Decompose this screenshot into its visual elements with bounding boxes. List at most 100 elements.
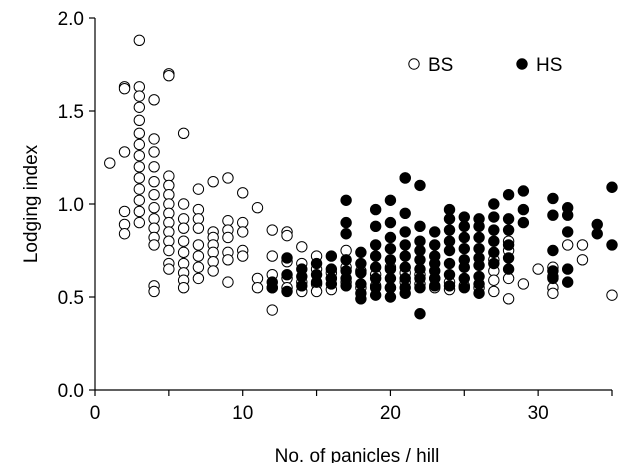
data-point-bs (133, 216, 146, 229)
data-point-hs (517, 185, 530, 197)
data-point-bs (118, 205, 131, 218)
data-point-hs (384, 194, 397, 206)
data-point-hs (340, 228, 352, 240)
data-point-hs (502, 239, 515, 251)
data-point-hs (547, 272, 559, 285)
x-tick-label: 0 (90, 403, 101, 424)
data-point-hs (502, 252, 515, 264)
data-point-hs (473, 231, 485, 244)
data-point-hs (517, 203, 530, 216)
data-point-bs (133, 183, 146, 195)
legend: BS HS (408, 55, 562, 76)
data-point-hs (473, 287, 485, 299)
data-point-bs (281, 229, 293, 242)
x-tick-label: 20 (380, 403, 401, 424)
data-point-hs (399, 172, 411, 184)
data-point-hs (296, 280, 308, 292)
data-point-hs (473, 259, 485, 272)
data-point-bs (177, 222, 190, 234)
data-point-hs (561, 263, 574, 275)
data-point-hs (458, 261, 470, 273)
legend-label-hs: HS (536, 55, 562, 76)
data-point-bs (148, 189, 160, 201)
data-point-hs (473, 220, 485, 233)
data-point-bs (104, 157, 116, 169)
legend-marker-bs (408, 58, 420, 70)
data-point-hs (488, 246, 500, 259)
data-point-bs (133, 205, 146, 218)
data-point-hs (547, 244, 559, 257)
data-point-bs (118, 82, 131, 95)
data-point-bs (207, 265, 219, 277)
data-point-hs (458, 242, 470, 255)
data-point-hs (443, 224, 456, 236)
data-point-hs (547, 209, 559, 221)
data-point-bs (148, 285, 160, 298)
data-point-bs (576, 254, 589, 266)
series-hs-points (266, 172, 618, 320)
data-point-bs (517, 278, 530, 290)
data-point-bs (148, 175, 160, 188)
y-tick-label: 1.0 (58, 195, 84, 216)
data-point-hs (561, 226, 574, 238)
data-point-bs (148, 133, 160, 145)
data-point-bs (133, 114, 146, 127)
data-point-bs (177, 282, 190, 294)
data-point-hs (384, 216, 397, 229)
y-tick-label: 0.5 (58, 288, 84, 309)
data-point-bs (251, 202, 264, 214)
y-tick-label: 1.5 (58, 102, 84, 123)
data-point-hs (429, 226, 441, 238)
data-point-hs (399, 261, 411, 273)
data-point-hs (458, 282, 470, 294)
y-tick-label: 0.0 (58, 381, 84, 402)
y-tick-label: 2.0 (58, 9, 84, 30)
data-point-bs (222, 172, 234, 184)
axes: 0.0 0.5 1.0 1.5 2.0 0 10 20 30 (58, 9, 613, 424)
data-point-hs (429, 280, 441, 292)
data-point-bs (488, 274, 500, 286)
data-point-hs (281, 252, 293, 264)
data-point-hs (488, 257, 500, 270)
y-axis-title: Lodging index (21, 144, 42, 263)
series-bs-points (104, 34, 618, 316)
data-point-bs (502, 293, 515, 305)
data-point-bs (192, 272, 205, 285)
data-point-bs (237, 250, 249, 262)
data-point-bs (192, 222, 205, 234)
data-point-bs (148, 202, 160, 214)
x-tick-label: 10 (232, 403, 253, 424)
data-point-hs (443, 280, 456, 292)
data-point-bs (222, 254, 234, 266)
data-point-bs (266, 224, 278, 236)
x-axis-title: No. of panicles / hill (275, 446, 440, 463)
data-point-bs (118, 228, 131, 240)
legend-marker-hs (516, 58, 528, 70)
data-point-hs (340, 280, 352, 292)
data-point-hs (399, 239, 411, 251)
data-point-hs (488, 211, 500, 223)
data-point-bs (133, 149, 146, 162)
data-point-bs (488, 285, 500, 298)
data-point-hs (502, 189, 515, 201)
data-point-bs (148, 239, 160, 251)
data-point-hs (340, 216, 352, 229)
data-point-hs (399, 287, 411, 299)
data-point-hs (355, 267, 367, 279)
data-point-bs (222, 231, 234, 244)
data-point-bs (222, 276, 234, 288)
data-point-hs (561, 209, 574, 221)
data-point-hs (399, 226, 411, 238)
data-point-bs (133, 101, 146, 113)
data-point-bs (532, 263, 544, 275)
data-point-bs (192, 183, 205, 195)
data-point-bs (118, 146, 131, 158)
data-point-hs (369, 203, 382, 216)
data-point-bs (576, 239, 589, 251)
data-point-hs (443, 244, 456, 257)
data-point-hs (369, 250, 382, 262)
data-point-hs (281, 285, 293, 298)
data-point-hs (488, 198, 500, 210)
